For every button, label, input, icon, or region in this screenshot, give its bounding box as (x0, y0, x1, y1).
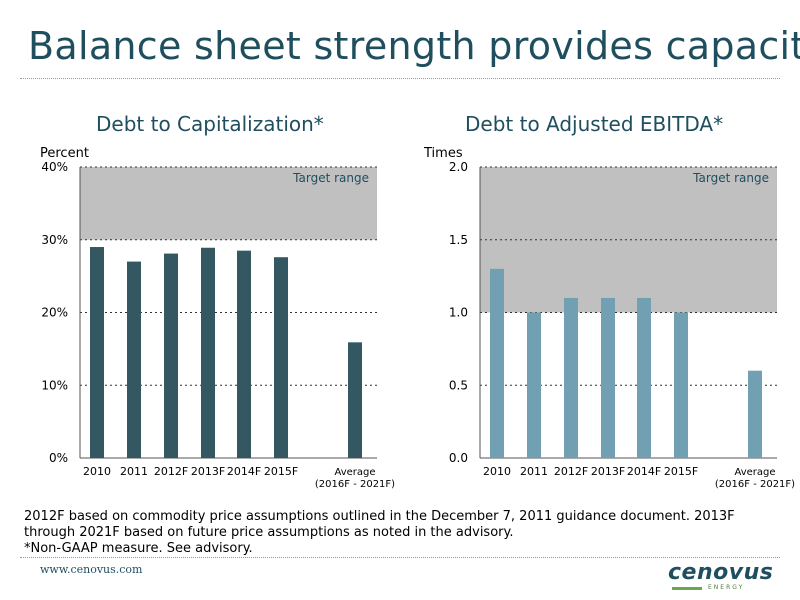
x-tick-label: 2011 (120, 465, 148, 478)
x-tick-label: Average (2016F - 2021F) (315, 467, 395, 490)
y-tick-label: 0.0 (449, 451, 468, 465)
x-tick-label: 2013F (591, 465, 625, 478)
bar-4 (201, 247, 215, 458)
cenovus-logo: cenovus ENERGY (668, 560, 773, 594)
bar-1 (490, 268, 504, 458)
bar-6 (274, 257, 288, 458)
x-tick-label: 2010 (83, 465, 111, 478)
chart-title-debt-to-ebitda: Debt to Adjusted EBITDA* (465, 112, 724, 136)
footnote-non-gaap: *Non-GAAP measure. See advisory. (24, 541, 253, 556)
x-tick-label: 2015F (664, 465, 698, 478)
logo-subtitle: ENERGY (708, 584, 745, 591)
footer-divider (20, 557, 780, 558)
bar-2 (127, 261, 141, 458)
y-tick-label: 0.5 (449, 378, 468, 392)
y-tick-label: 20% (41, 306, 68, 320)
target-range-label: Target range (292, 171, 369, 185)
bar-3 (564, 297, 578, 458)
y-tick-label: 1.5 (449, 233, 468, 247)
bar-6 (674, 312, 688, 458)
x-tick-label: 2014F (627, 465, 661, 478)
y-tick-label: 10% (41, 378, 68, 392)
bar-7 (348, 342, 362, 458)
x-tick-label: Average (2016F - 2021F) (715, 467, 795, 490)
target-range-band (480, 167, 777, 313)
logo-accent-bar (672, 587, 702, 590)
title-divider (20, 78, 780, 79)
website-link[interactable]: www.cenovus.com (40, 563, 143, 576)
y-tick-label: 0% (49, 451, 68, 465)
bar-5 (637, 297, 651, 458)
target-range-label: Target range (692, 171, 769, 185)
slide-title: Balance sheet strength provides capacity (28, 24, 800, 68)
x-tick-label: 2010 (483, 465, 511, 478)
chart-title-debt-to-capitalization: Debt to Capitalization* (96, 112, 324, 136)
target-range-band (80, 167, 377, 240)
x-tick-label: 2012F (554, 465, 588, 478)
bar-4 (601, 297, 615, 458)
x-tick-label: 2013F (191, 465, 225, 478)
bar-3 (164, 253, 178, 458)
y-tick-label: 2.0 (449, 160, 468, 174)
x-tick-label: 2014F (227, 465, 261, 478)
bar-2 (527, 312, 541, 458)
bar-5 (237, 250, 251, 458)
footnote: 2012F based on commodity price assumptio… (24, 509, 784, 557)
footnote-assumptions: 2012F based on commodity price assumptio… (24, 509, 735, 540)
y-tick-label: 30% (41, 233, 68, 247)
x-tick-label: 2015F (264, 465, 298, 478)
bar-7 (748, 370, 762, 458)
y-tick-label: 1.0 (449, 306, 468, 320)
bar-1 (90, 247, 104, 458)
y-axis-title: Percent (40, 146, 89, 161)
x-tick-label: 2012F (154, 465, 188, 478)
x-tick-label: 2011 (520, 465, 548, 478)
chart-debt-to-capitalization: Target range 0% 10% 20% 30% 40%Percent 2010 201… (40, 146, 395, 490)
y-tick-label: 40% (41, 160, 68, 174)
y-axis-title: Times (423, 146, 463, 161)
logo-wordmark: cenovus (668, 560, 774, 585)
